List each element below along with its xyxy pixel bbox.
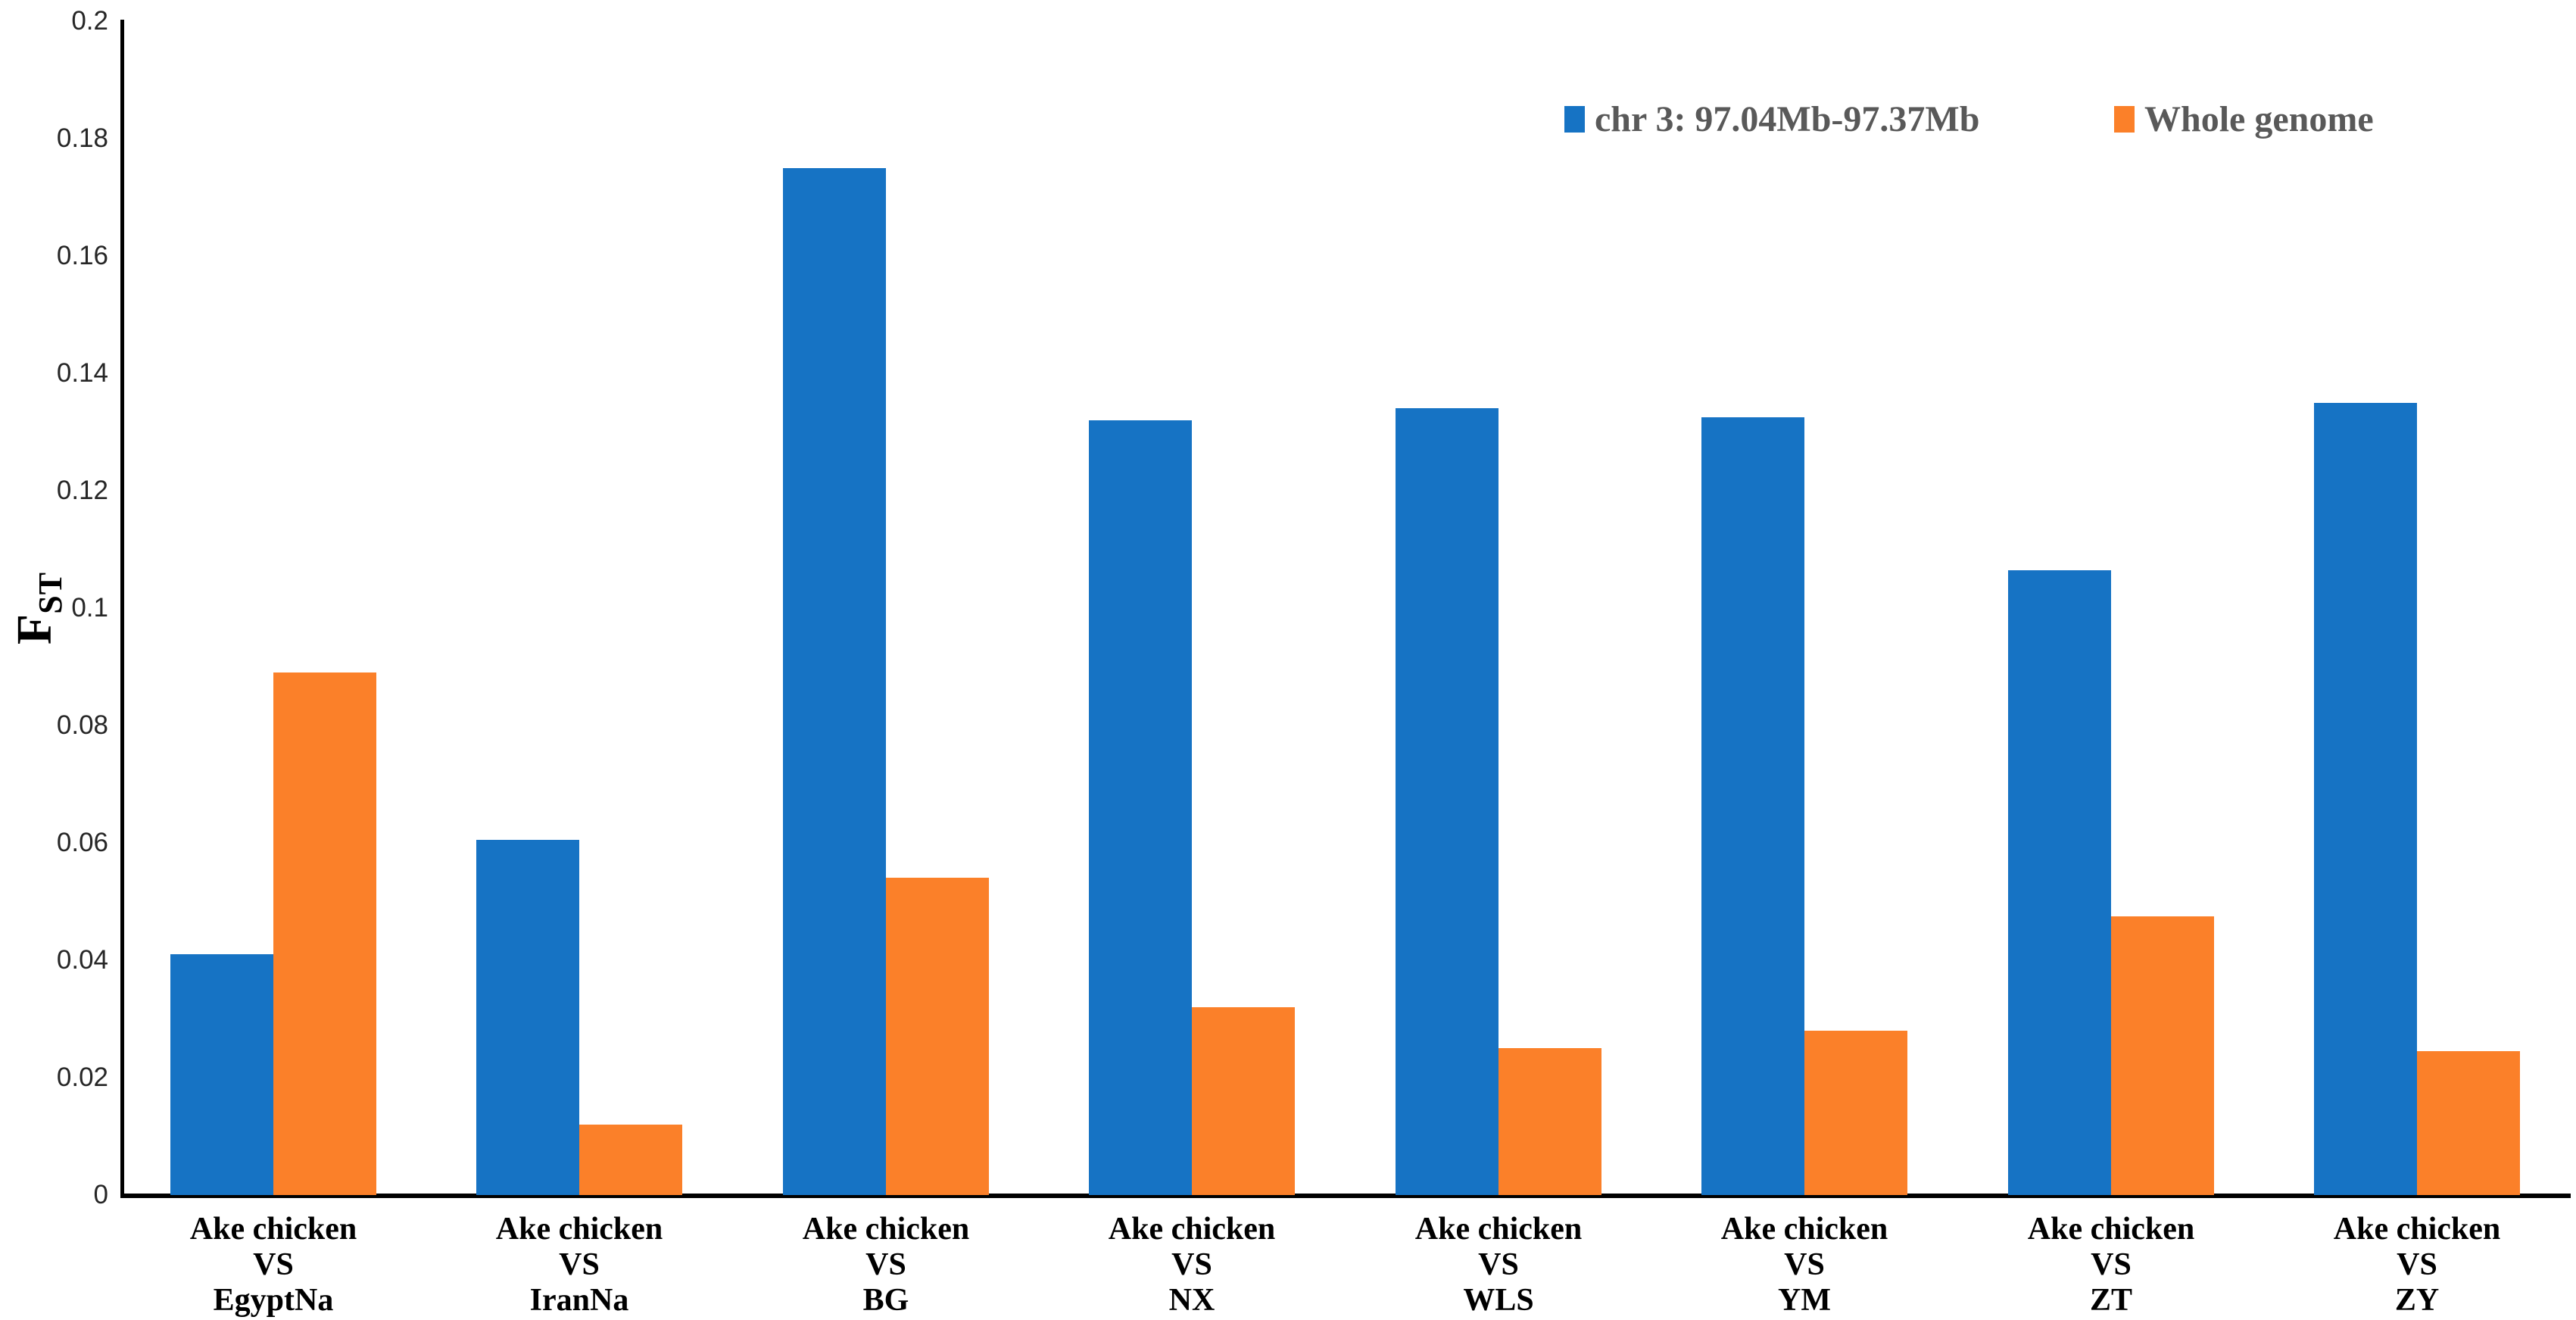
bar-chr3-group7: [2008, 570, 2111, 1195]
category-label-line: VS: [1171, 1247, 1212, 1282]
category-label-line: Ake chicken: [189, 1212, 357, 1247]
category-label-line: Ake chicken: [1414, 1212, 1583, 1247]
y-tick-label-0.18: 0.18: [56, 123, 108, 153]
bar-chr3-group4: [1089, 420, 1192, 1195]
bar-whole-genome-group1: [273, 672, 376, 1195]
category-label-nx: Ake chicken VS NX: [1033, 1212, 1351, 1318]
category-label-line: VS: [1478, 1247, 1519, 1282]
category-label-bg: Ake chicken VS BG: [727, 1212, 1045, 1318]
category-label-egyptna: Ake chicken VS EgyptNa: [114, 1212, 432, 1318]
category-label-line: Ake chicken: [495, 1212, 663, 1247]
legend-label-whole-genome: Whole genome: [2144, 99, 2374, 139]
legend-entry-chr3: chr 3: 97.04Mb-97.37Mb: [1564, 98, 1979, 140]
category-label-line: Ake chicken: [1720, 1212, 1888, 1247]
legend-label-chr3: chr 3: 97.04Mb-97.37Mb: [1595, 99, 1980, 139]
y-tick-label-0.16: 0.16: [56, 241, 108, 270]
category-label-line: VS: [1784, 1247, 1825, 1282]
bar-chr3-group3: [783, 168, 886, 1195]
x-axis-line: [120, 1194, 2571, 1198]
legend-entry-whole-genome: Whole genome: [2114, 98, 2374, 140]
category-label-line: WLS: [1463, 1283, 1534, 1318]
bar-whole-genome-group2: [579, 1125, 682, 1195]
bar-whole-genome-group4: [1192, 1007, 1295, 1195]
legend-swatch-whole-genome-icon: [2114, 106, 2135, 133]
category-label-iranna: Ake chicken VS IranNa: [420, 1212, 738, 1318]
bar-whole-genome-group7: [2111, 916, 2214, 1195]
category-label-line: ZT: [2089, 1283, 2133, 1318]
category-label-line: VS: [559, 1247, 600, 1282]
bar-whole-genome-group5: [1499, 1048, 1601, 1195]
category-label-line: NX: [1168, 1283, 1215, 1318]
category-label-wls: Ake chicken VS WLS: [1339, 1212, 1658, 1318]
legend-swatch-chr3-icon: [1564, 106, 1585, 133]
category-label-ym: Ake chicken VS YM: [1645, 1212, 1963, 1318]
y-tick-label-0.02: 0.02: [56, 1063, 108, 1092]
category-label-line: VS: [253, 1247, 294, 1282]
y-axis-line: [120, 20, 124, 1197]
category-label-line: Ake chicken: [802, 1212, 970, 1247]
bar-chr3-group8: [2314, 403, 2417, 1195]
category-label-line: YM: [1778, 1283, 1831, 1318]
category-label-zy: Ake chicken VS ZY: [2258, 1212, 2576, 1318]
bar-chr3-group6: [1701, 417, 1804, 1195]
y-tick-label-0: 0: [93, 1180, 108, 1209]
category-label-zt: Ake chicken VS ZT: [1952, 1212, 2270, 1318]
y-tick-label-0.14: 0.14: [56, 358, 108, 388]
bar-chr3-group1: [170, 954, 273, 1195]
category-label-line: IranNa: [529, 1283, 629, 1318]
y-tick-label-0.1: 0.1: [71, 593, 108, 623]
category-label-line: VS: [865, 1247, 906, 1282]
y-tick-label-0.06: 0.06: [56, 828, 108, 857]
category-label-line: BG: [862, 1283, 909, 1318]
y-tick-label-0.04: 0.04: [56, 945, 108, 975]
category-label-line: VS: [2397, 1247, 2437, 1282]
bar-chr3-group5: [1396, 408, 1499, 1195]
y-tick-label-0.08: 0.08: [56, 710, 108, 740]
bar-chr3-group2: [476, 840, 579, 1195]
category-label-line: ZY: [2394, 1283, 2440, 1318]
category-label-line: VS: [2091, 1247, 2132, 1282]
category-label-line: Ake chicken: [2333, 1212, 2501, 1247]
bar-whole-genome-group3: [886, 878, 989, 1195]
bar-whole-genome-group8: [2417, 1051, 2520, 1195]
category-label-line: Ake chicken: [2027, 1212, 2195, 1247]
category-label-line: Ake chicken: [1108, 1212, 1276, 1247]
bar-whole-genome-group6: [1804, 1031, 1907, 1195]
y-tick-label-0.12: 0.12: [56, 476, 108, 505]
y-tick-label-0.2: 0.2: [71, 6, 108, 36]
category-label-line: EgyptNa: [213, 1283, 334, 1318]
